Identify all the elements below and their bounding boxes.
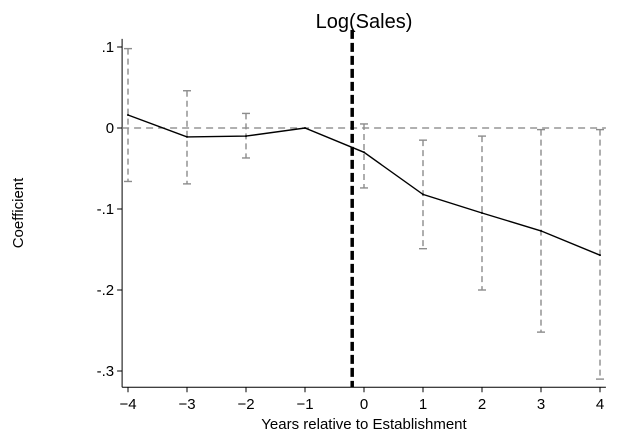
plot-area: .1 0 -.1 -.2 -.3−4 −3 −2 −1 0 1 2 3 4	[97, 29, 606, 413]
y-tick-label: -.1	[97, 201, 115, 218]
coefficient-point	[599, 254, 601, 257]
coefficient-point	[304, 127, 306, 129]
x-tick-label: −1	[296, 396, 313, 413]
x-axis-title: Years relative to Establishment	[261, 416, 467, 433]
coefficient-point	[186, 135, 188, 138]
x-tick-label: −3	[178, 396, 195, 413]
y-tick-label: -.3	[97, 363, 115, 380]
y-tick-label: .1	[102, 39, 115, 56]
coefficient-point	[540, 229, 542, 232]
coefficient-point	[245, 135, 247, 138]
x-tick-label: 1	[419, 396, 427, 413]
x-tick-label: 3	[537, 396, 545, 413]
coefficient-point	[422, 193, 424, 196]
x-tick-label: 4	[596, 396, 604, 413]
y-tick-label: 0	[106, 120, 114, 137]
y-axis-title: Coefficient	[10, 177, 27, 248]
x-tick-label: 0	[360, 396, 368, 413]
coefficient-point	[481, 212, 483, 215]
x-tick-label: 2	[478, 396, 486, 413]
coefficient-point	[127, 114, 129, 117]
x-tick-label: −4	[119, 396, 136, 413]
y-tick-label: -.2	[97, 282, 115, 299]
coefficient-point	[363, 151, 365, 154]
chart-title: Log(Sales)	[316, 11, 413, 33]
x-tick-label: −2	[237, 396, 254, 413]
